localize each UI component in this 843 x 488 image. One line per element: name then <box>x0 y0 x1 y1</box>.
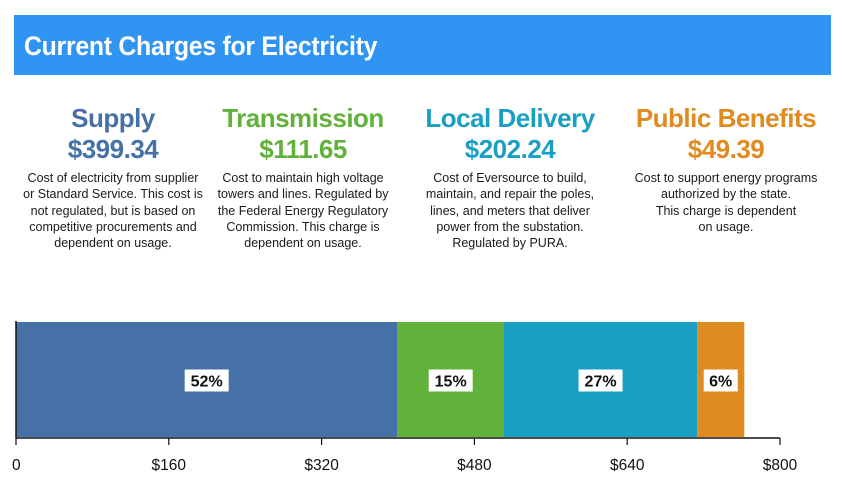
description-line: competitive procurements and <box>29 219 197 234</box>
public-benefits-amount: $49.39 <box>687 134 765 164</box>
description-line: maintain, and repair the poles, <box>425 187 595 202</box>
description-line: on usage. <box>698 219 754 234</box>
description-line: Cost to support energy programs <box>634 171 818 185</box>
supply-amount: $399.34 <box>67 134 159 164</box>
x-tick-label: $640 <box>610 457 645 474</box>
local-delivery-percent-box <box>578 369 623 392</box>
title-banner: Current Charges for Electricity <box>14 15 831 75</box>
description-line: towers and lines. Regulated by <box>217 187 389 202</box>
public-benefits-percent-label: 6% <box>709 374 732 391</box>
description-line: power from the substation. <box>436 219 584 234</box>
supply-heading: Supply <box>71 103 155 133</box>
local-delivery-heading: Local Delivery <box>425 103 595 133</box>
description-line: Cost to maintain high voltage <box>222 171 384 185</box>
description-line: authorized by the state. <box>661 187 791 202</box>
description-line: Cost of electricity from supplier <box>27 171 199 185</box>
description-line: the Federal Energy Regulatory <box>217 203 389 218</box>
page-title: Current Charges for Electricity <box>24 31 378 61</box>
description-line: Cost of Eversource to build, <box>433 171 587 185</box>
local-delivery-description: Cost of Eversource to build, maintain, a… <box>405 170 615 251</box>
x-tick-label: $800 <box>763 457 798 474</box>
transmission-amount: $111.65 <box>259 134 347 164</box>
transmission-percent-label: 15% <box>435 374 467 391</box>
transmission-description: Cost to maintain high voltage towers and… <box>198 170 408 251</box>
local-delivery-percent-label: 27% <box>585 374 617 391</box>
x-tick-label: $160 <box>152 457 187 474</box>
supply-percent-box <box>184 369 229 392</box>
x-tick-label: $320 <box>304 457 339 474</box>
x-tick-label: $480 <box>457 457 492 474</box>
description-line: not regulated, but is based on <box>30 203 196 218</box>
supply-column: Supply $399.34 Cost of electricity from … <box>8 102 218 251</box>
description-line: or Standard Service. This cost is <box>23 187 203 202</box>
local-delivery-column: Local Delivery $202.24 Cost of Eversourc… <box>405 102 615 251</box>
transmission-column: Transmission $111.65 Cost to maintain hi… <box>198 102 408 251</box>
description-line: lines, and meters that deliver <box>430 203 590 218</box>
supply-percent-label: 52% <box>191 374 223 391</box>
description-line: This charge is dependent <box>655 203 797 218</box>
public-benefits-column: Public Benefits $49.39 Cost to support e… <box>616 102 836 235</box>
description-line: Commission. This charge is <box>226 219 380 234</box>
description-line: dependent on usage. <box>54 236 172 251</box>
transmission-percent-box <box>428 369 473 392</box>
public-benefits-description: Cost to support energy programs authoriz… <box>616 170 836 235</box>
public-benefits-percent-box <box>703 369 738 392</box>
local-delivery-amount: $202.24 <box>464 134 556 164</box>
description-line: dependent on usage. <box>244 236 362 251</box>
public-benefits-heading: Public Benefits <box>635 103 817 133</box>
description-line: Regulated by PURA. <box>452 236 568 251</box>
stacked-bar-chart: 52% 15% 27% 6% 0 $160 $320 $480 $640 $800 <box>12 321 798 474</box>
supply-description: Cost of electricity from supplier or Sta… <box>8 170 218 251</box>
x-tick-label: 0 <box>12 457 21 474</box>
transmission-heading: Transmission <box>222 103 384 133</box>
